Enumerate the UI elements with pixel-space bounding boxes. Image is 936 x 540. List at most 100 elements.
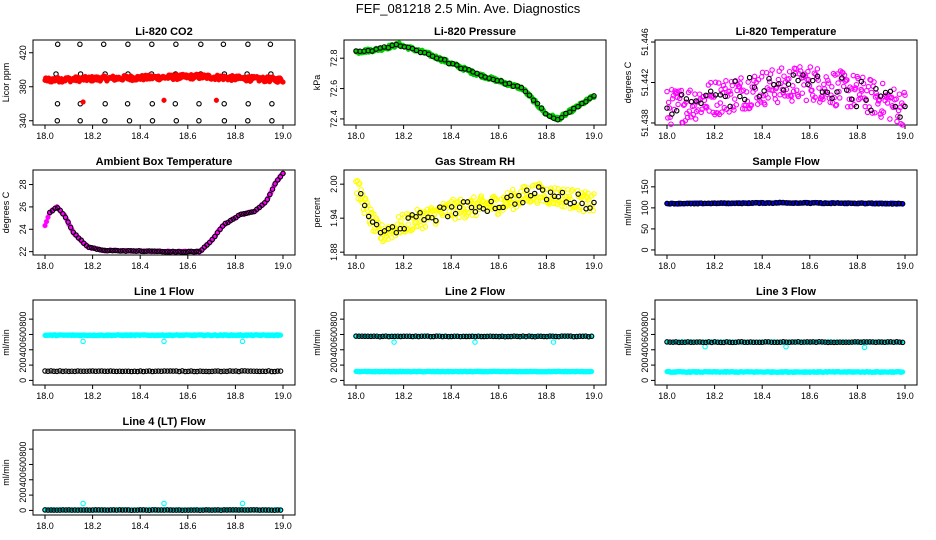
data-point [43,219,50,225]
data-point [499,203,505,210]
chart-title: Line 4 (LT) Flow [123,416,206,428]
data-point [371,333,377,339]
data-point [845,200,851,206]
data-point [588,368,595,375]
series-temperature-avg [664,72,908,120]
series-line3-cyan-dips [702,343,868,351]
data-point [809,77,816,84]
panel-line1: Line 1 Flow ml/min 18.0 18.2 18.4 18.6 18.8 19.… [1,286,296,401]
x-tick-label: 18.8 [227,131,245,141]
data-point [96,246,103,253]
data-point [454,333,461,340]
data-point [861,339,867,345]
data-point [427,333,434,340]
panel-sampleflow: Sample Flow ml/min 18.0 18.2 18.4 18.6 18.8 19.… [623,156,918,271]
data-point [848,200,855,207]
plot-frame [32,299,296,386]
data-point [732,78,738,85]
y-tick-label: 420 [18,45,28,60]
data-point [747,339,754,345]
data-point [824,200,831,207]
data-point [60,211,66,217]
data-point [524,187,530,193]
data-point [865,200,872,206]
data-point [559,333,565,339]
data-point [783,199,790,206]
data-point [63,368,69,374]
data-point [471,194,477,200]
data-point [686,108,693,114]
data-point [261,200,268,206]
data-point [795,93,802,100]
data-point [209,236,215,243]
x-tick-label: 18.6 [490,131,508,141]
x-tick-label: 18.0 [658,131,676,141]
data-point [715,200,721,207]
data-point [790,83,796,89]
data-point [269,101,275,107]
y-tick-label: 0 [18,378,28,383]
data-point [456,204,463,211]
data-point [573,204,579,210]
y-tick-label: 600 [640,327,650,342]
data-point [673,339,679,345]
data-point [134,368,141,375]
data-point [368,333,374,340]
y-tick-label: 400 [329,342,339,357]
x-tick-label: 19.0 [896,131,914,141]
data-point [484,208,491,215]
data-point [727,103,733,110]
data-point [361,202,368,209]
data-point [765,95,771,101]
data-point [664,339,670,345]
data-point [209,368,215,375]
y-tick-label: 72.6 [329,80,339,98]
y-axis-label: ml/min [623,199,633,226]
data-point [484,333,490,340]
data-point [551,185,558,191]
data-point [869,110,876,116]
data-point [438,209,444,216]
y-tick-label: 400 [640,342,650,357]
data-point [852,200,858,207]
data-point [766,78,773,85]
data-point [893,200,899,207]
data-point [123,248,129,254]
data-point [813,339,819,346]
panel-line4: Line 4 (LT) Flow ml/min 18.0 18.2 18.4 18.6 18… [1,416,296,531]
data-point [185,248,192,255]
data-point [838,200,844,206]
data-point [669,86,675,93]
data-point [444,213,451,220]
data-point [173,368,179,374]
data-point [451,333,458,339]
data-point [562,333,568,339]
data-point [469,333,476,340]
data-point [115,247,121,254]
data-point [124,101,131,107]
data-point [369,219,376,225]
data-point [365,213,372,220]
data-point [478,193,485,199]
data-point [706,339,712,345]
data-point [391,339,397,345]
data-point [858,78,865,85]
data-point [125,247,132,254]
data-point [683,96,690,102]
data-point [804,199,810,206]
data-point [803,97,810,104]
x-tick-label: 18.8 [849,131,867,141]
y-tick-label: 0 [329,378,339,383]
data-point [586,196,592,203]
data-point [765,339,772,345]
data-point [849,339,855,345]
series-rh-avg [358,184,597,236]
data-point [727,88,733,94]
data-point [882,89,889,96]
data-point [170,248,176,255]
data-point [780,199,786,206]
data-point [878,339,885,345]
data-point [718,200,725,206]
data-point [436,333,443,339]
data-point [125,41,131,48]
